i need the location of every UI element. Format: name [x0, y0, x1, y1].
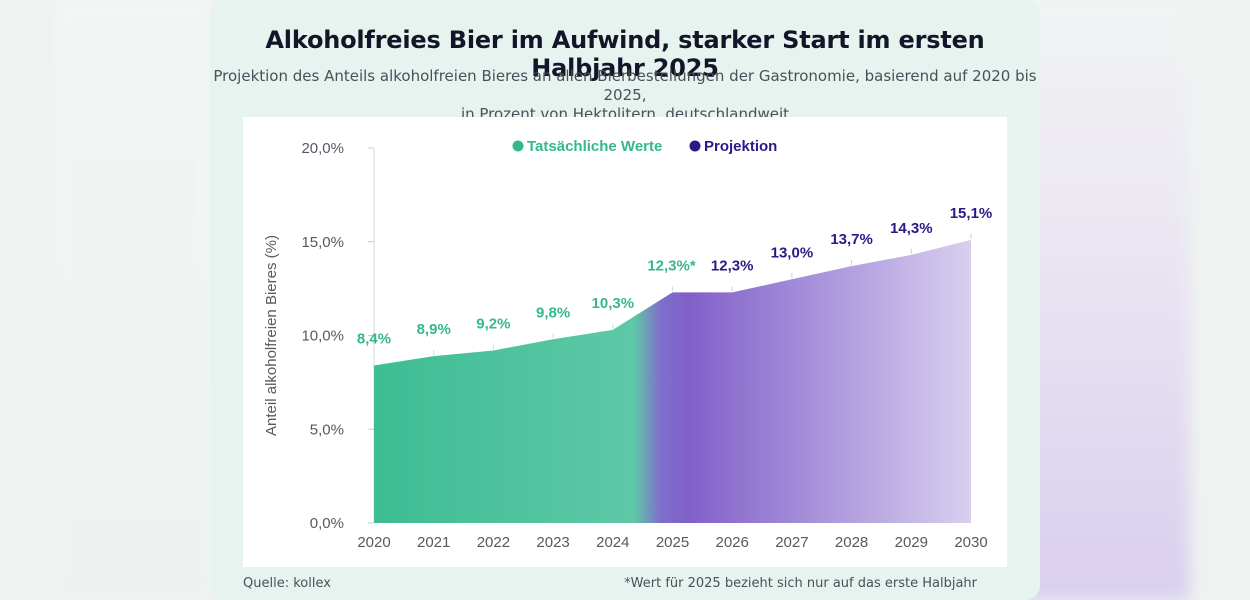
x-tick-label: 2026	[716, 534, 749, 551]
chart-subtitle: Projektion des Anteils alkoholfreien Bie…	[210, 67, 1040, 124]
data-label: 8,4%	[357, 331, 391, 348]
data-label: 12,3%*	[647, 257, 696, 274]
data-label: 8,9%	[417, 321, 451, 338]
chart-card: Alkoholfreies Bier im Aufwind, starker S…	[210, 0, 1040, 600]
x-tick-label: 2028	[835, 534, 868, 551]
data-label: 13,7%	[830, 231, 873, 248]
legend-marker-actual	[512, 140, 524, 152]
area-series	[374, 239, 971, 523]
x-tick-label: 2025	[656, 534, 689, 551]
x-tick-label: 2027	[775, 534, 808, 551]
x-tick-label: 2029	[895, 534, 928, 551]
data-label: 13,0%	[771, 244, 814, 261]
legend-marker-projection	[689, 140, 701, 152]
y-tick-label: 20,0%	[301, 140, 344, 157]
y-tick-label: 10,0%	[301, 328, 344, 345]
x-tick-label: 2023	[536, 534, 569, 551]
area-chart: 0,0% 5,0% 10,0% 15,0% 20,0% Anteil alkoholfre…	[263, 138, 993, 551]
source-note: Quelle: kollex	[243, 576, 331, 591]
y-axis-title: Anteil alkoholfreien Bieres (%)	[263, 235, 280, 436]
background-panel-left	[60, 0, 210, 600]
data-label: 9,8%	[536, 304, 570, 321]
data-label: 9,2%	[476, 316, 510, 333]
subtitle-line-1: Projektion des Anteils alkoholfreien Bie…	[213, 67, 1037, 104]
y-tick-label: 5,0%	[310, 421, 344, 438]
data-label: 12,3%	[711, 257, 754, 274]
x-tick-label: 2020	[357, 534, 390, 551]
y-tick-label: 0,0%	[310, 515, 344, 532]
chart-title: Alkoholfreies Bier im Aufwind, starker S…	[265, 26, 985, 82]
y-tick-label: 15,0%	[301, 234, 344, 251]
data-label: 15,1%	[950, 205, 993, 222]
x-tick-label: 2030	[954, 534, 987, 551]
footnote: *Wert für 2025 bezieht sich nur auf das …	[624, 576, 977, 591]
x-tick-label: 2022	[477, 534, 510, 551]
data-label: 10,3%	[592, 295, 635, 312]
legend-label-actual: Tatsächliche Werte	[527, 138, 662, 155]
x-tick-label: 2021	[417, 534, 450, 551]
legend-label-projection: Projektion	[704, 138, 777, 155]
x-tick-label: 2024	[596, 534, 629, 551]
plot-area: 0,0% 5,0% 10,0% 15,0% 20,0% Anteil alkoholfre…	[243, 117, 1007, 567]
data-label: 14,3%	[890, 220, 933, 237]
